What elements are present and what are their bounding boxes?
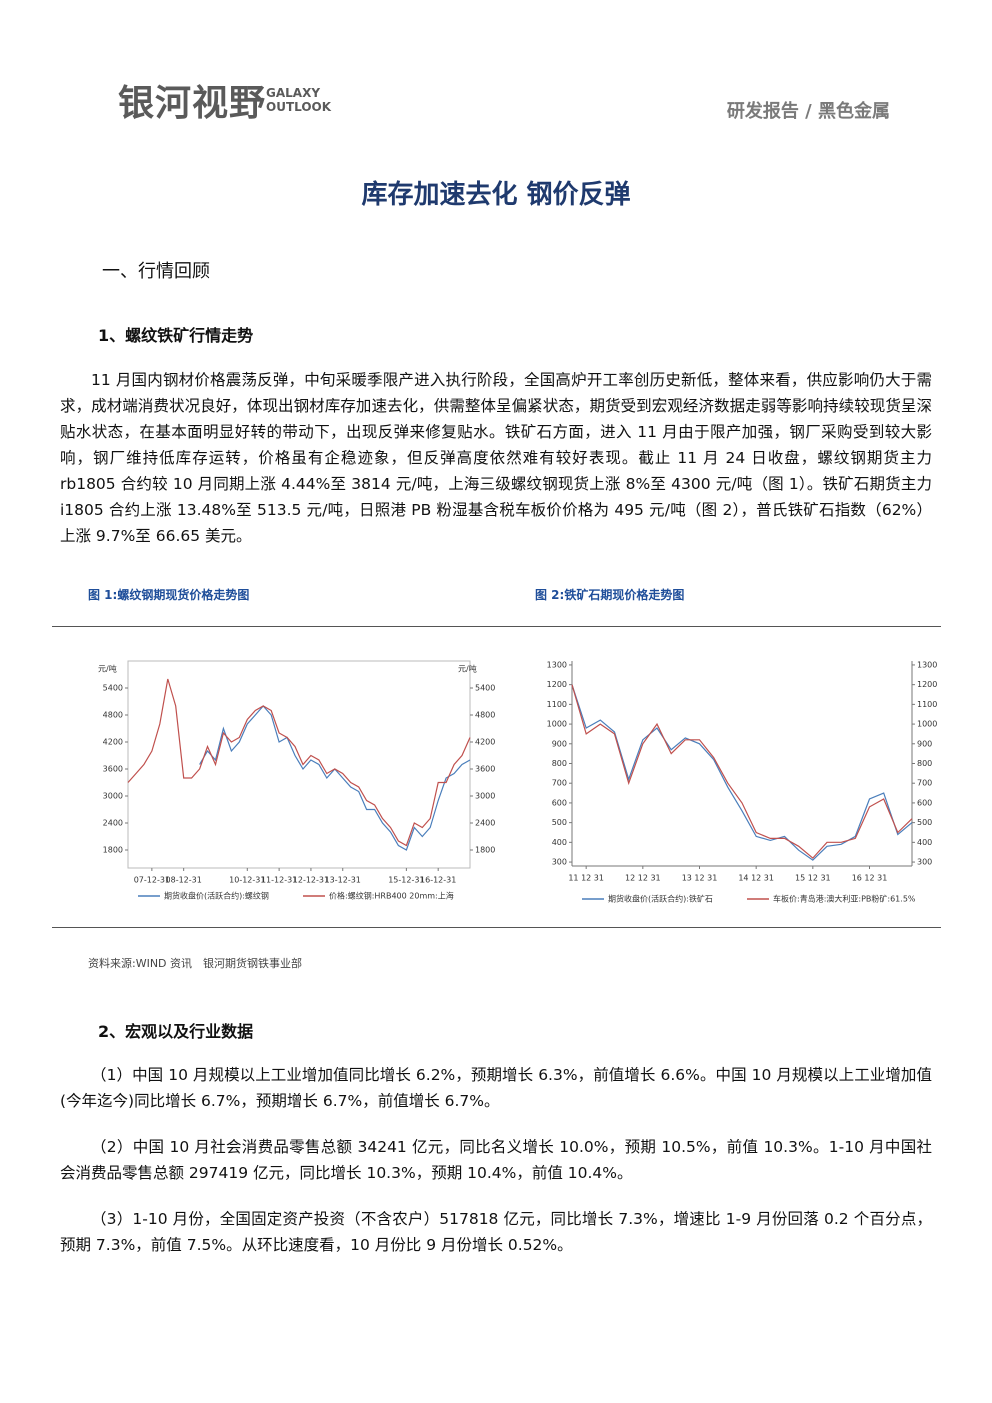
y2-tick-label: 800 (917, 759, 932, 768)
x-tick-label: 16-12-31 (420, 876, 456, 885)
y-tick-label: 1000 (547, 720, 567, 729)
y2-tick-label: 1300 (917, 660, 937, 669)
x-tick-label: 12-12-31 (293, 876, 329, 885)
y-tick-label: 3000 (103, 792, 123, 801)
logo-en: OUTLOOK (266, 100, 332, 114)
y2-tick-label: 900 (917, 739, 932, 748)
x-tick-label: 10-12-31 (229, 876, 265, 885)
rule (52, 927, 941, 928)
legend-label: 价格:螺纹钢:HRB400 20mm:上海 (329, 891, 454, 901)
source: 资料来源:WIND 资讯 银河期货钢铁事业部 (88, 957, 303, 970)
plot-frame (127, 660, 471, 869)
report-title: 库存加速去化 钢价反弹 (361, 180, 631, 210)
y2-tick-label: 2400 (475, 819, 495, 828)
y2-tick-label: 700 (917, 779, 932, 788)
y-tick-label: 600 (552, 798, 567, 807)
y2-tick-label: 3000 (475, 792, 495, 801)
y-unit: 元/吨 (98, 664, 117, 674)
series-line (571, 684, 913, 859)
y-tick-label: 500 (552, 818, 567, 827)
y-tick-label: 5400 (103, 684, 123, 693)
series-line (199, 705, 471, 851)
report-category: 研发报告 / 黑色金属 (726, 101, 890, 122)
logo: 银河视野 (118, 83, 267, 124)
x-tick-label: 15-12-31 (388, 876, 424, 885)
y-tick-label: 2400 (103, 819, 123, 828)
y2-tick-label: 1100 (917, 700, 937, 709)
y-tick-label: 1300 (547, 660, 567, 669)
y2-tick-label: 600 (917, 798, 932, 807)
legend-label: 期货收盘价(活跃合约):螺纹钢 (164, 891, 269, 901)
x-tick-label: 14 12 31 (738, 874, 774, 883)
x-tick-label: 11-12-31 (261, 876, 297, 885)
y-tick-label: 1100 (547, 700, 567, 709)
y2-tick-label: 1000 (917, 720, 937, 729)
x-tick-label: 13-12-31 (325, 876, 361, 885)
y-tick-label: 4800 (103, 711, 123, 720)
paragraph: （3）1-10 月份，全国固定资产投资（不含农户）517818 亿元，同比增长 … (60, 1210, 932, 1254)
x-tick-label: 16 12 31 (852, 874, 888, 883)
legend-label: 期货收盘价(活跃合约):铁矿石 (608, 894, 713, 904)
y2-tick-label: 400 (917, 838, 932, 847)
y2-tick-label: 1200 (917, 680, 937, 689)
figure-caption: 图 2:铁矿石期现价格走势图 (535, 588, 685, 602)
y-tick-label: 400 (552, 838, 567, 847)
y-tick-label: 300 (552, 858, 567, 867)
subheading: 2、宏观以及行业数据 (98, 1022, 254, 1041)
y-tick-label: 1800 (103, 846, 123, 855)
y-tick-label: 800 (552, 759, 567, 768)
y2-tick-label: 4800 (475, 711, 495, 720)
rule (52, 626, 941, 627)
x-tick-label: 08-12-31 (166, 876, 202, 885)
y-tick-label: 900 (552, 739, 567, 748)
paragraph: （1）中国 10 月规模以上工业增加值同比增长 6.2%，预期增长 6.3%，前… (60, 1066, 932, 1110)
paragraph: 11 月国内钢材价格震荡反弹，中旬采暖季限产进入执行阶段，全国高炉开工率创历史新… (60, 371, 932, 545)
paragraph: （2）中国 10 月社会消费品零售总额 34241 亿元，同比名义增长 10.0… (60, 1138, 932, 1182)
y2-tick-label: 5400 (475, 684, 495, 693)
x-tick-label: 12 12 31 (625, 874, 661, 883)
y2-tick-label: 300 (917, 858, 932, 867)
figure-caption: 图 1:螺纹钢期现货价格走势图 (88, 588, 250, 602)
series-line (571, 684, 913, 861)
logo-en: GALAXY (266, 86, 321, 100)
section-heading: 一、行情回顾 (102, 261, 210, 282)
series-line (127, 678, 471, 847)
x-tick-label: 15 12 31 (795, 874, 831, 883)
legend-label: 车板价:青岛港:澳大利亚:PB粉矿:61.5% (773, 894, 916, 904)
y2-tick-label: 500 (917, 818, 932, 827)
y-tick-label: 1200 (547, 680, 567, 689)
y-tick-label: 3600 (103, 765, 123, 774)
x-tick-label: 07-12-31 (134, 876, 170, 885)
y2-tick-label: 4200 (475, 738, 495, 747)
y2-unit: 元/吨 (458, 664, 477, 674)
x-tick-label: 13 12 31 (682, 874, 718, 883)
x-tick-label: 11 12 31 (568, 874, 604, 883)
y-tick-label: 4200 (103, 738, 123, 747)
y-tick-label: 700 (552, 779, 567, 788)
y2-tick-label: 3600 (475, 765, 495, 774)
subheading: 1、螺纹铁矿行情走势 (98, 326, 254, 345)
figures: 1800240030003600420048005400180024003000… (98, 660, 937, 904)
y2-tick-label: 1800 (475, 846, 495, 855)
